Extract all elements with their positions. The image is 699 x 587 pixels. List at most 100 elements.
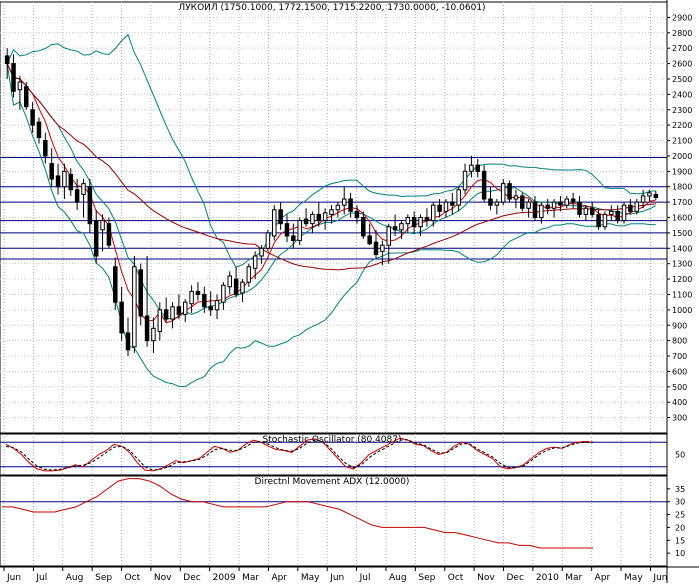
candle-body <box>170 306 175 320</box>
adx-tick-label: 20 <box>675 523 685 532</box>
price-tick-label: 1600 <box>672 214 692 223</box>
candle-body <box>380 244 385 252</box>
candle-body <box>526 201 531 209</box>
candle-body <box>113 266 118 303</box>
price-tick-label: 2900 <box>672 13 692 22</box>
candle-body <box>163 309 169 320</box>
candle <box>373 229 379 260</box>
candle <box>125 317 131 357</box>
price-tick-label: 2100 <box>672 137 692 146</box>
stochastic-panel-title: Stochastic Oscillator (80.4087) <box>262 435 401 445</box>
candle <box>214 294 220 320</box>
candle <box>49 148 54 187</box>
candle-body <box>545 204 550 209</box>
candle <box>36 117 42 144</box>
candle <box>106 217 112 249</box>
candle-body <box>405 217 411 225</box>
candle <box>367 223 372 246</box>
candle-body <box>335 204 341 211</box>
candle <box>144 255 150 347</box>
candle <box>221 282 226 310</box>
candle <box>113 257 118 310</box>
adx-tick-label: 15 <box>675 536 685 545</box>
candle <box>284 214 290 243</box>
stochastic-k-line <box>5 437 594 472</box>
candle <box>500 179 506 206</box>
candle-body <box>233 278 239 295</box>
candle <box>462 163 468 195</box>
x-tick-label: Dec <box>507 573 524 583</box>
candle <box>520 192 525 212</box>
candle <box>195 282 201 301</box>
candle-body <box>4 55 10 65</box>
candle-body <box>259 247 264 257</box>
candle-body <box>68 173 74 191</box>
candle-body <box>558 201 563 206</box>
candle-body <box>450 201 455 206</box>
candle <box>640 189 646 209</box>
candle <box>316 202 322 227</box>
candle-body <box>284 223 290 237</box>
price-tick-label: 2000 <box>672 152 692 161</box>
stochastic-tick-label: 50 <box>675 451 685 460</box>
candle-body <box>443 201 449 212</box>
candle-body <box>195 290 201 295</box>
candle-body <box>373 241 379 255</box>
candle-body <box>570 198 576 203</box>
price-tick-label: 600 <box>672 367 687 376</box>
candle-body <box>272 209 277 237</box>
candle-body <box>481 170 487 200</box>
adx-tick-label: 10 <box>675 549 685 558</box>
price-tick-label: 2500 <box>672 75 692 84</box>
candle <box>329 205 334 224</box>
candle <box>157 302 163 341</box>
x-tick-label: Apr <box>595 573 611 583</box>
candle <box>291 223 296 249</box>
candle-body <box>424 217 430 222</box>
candle <box>227 271 233 295</box>
candle-body <box>392 226 398 231</box>
candle <box>589 202 595 218</box>
candle <box>259 245 264 264</box>
candle <box>596 208 601 230</box>
candle-body <box>221 284 226 303</box>
candle-body <box>176 306 182 315</box>
candle-body <box>589 207 595 215</box>
candle-body <box>132 266 137 348</box>
candle <box>278 202 283 230</box>
x-tick-label: Sep <box>418 573 435 583</box>
price-tick-label: 1100 <box>672 290 692 299</box>
candle-body <box>189 290 194 305</box>
candle-body <box>551 201 557 209</box>
candle <box>93 209 99 264</box>
candle-body <box>246 266 252 283</box>
candle-body <box>532 201 538 219</box>
candle <box>163 297 169 323</box>
candle <box>443 199 449 218</box>
candle-body <box>564 198 570 206</box>
candle <box>430 202 436 227</box>
x-tick-label: Jul <box>35 573 47 583</box>
candle-body <box>30 109 35 126</box>
candle <box>551 199 557 218</box>
candle-body <box>361 217 366 237</box>
candle-body <box>303 218 309 225</box>
candle-body <box>87 186 93 225</box>
candle-body <box>43 140 48 157</box>
candle <box>628 199 633 215</box>
candle <box>189 285 194 313</box>
candle <box>539 202 544 224</box>
x-tick-label: Nov <box>477 573 495 583</box>
candle-body <box>24 86 29 108</box>
candle <box>100 214 105 252</box>
x-tick-label: Dec <box>183 573 200 583</box>
candle-body <box>144 315 150 342</box>
candle-body <box>647 192 652 197</box>
candle <box>634 199 639 215</box>
candle <box>81 179 86 218</box>
candle-body <box>386 226 391 246</box>
price-tick-label: 800 <box>672 337 687 346</box>
candle <box>469 155 474 178</box>
